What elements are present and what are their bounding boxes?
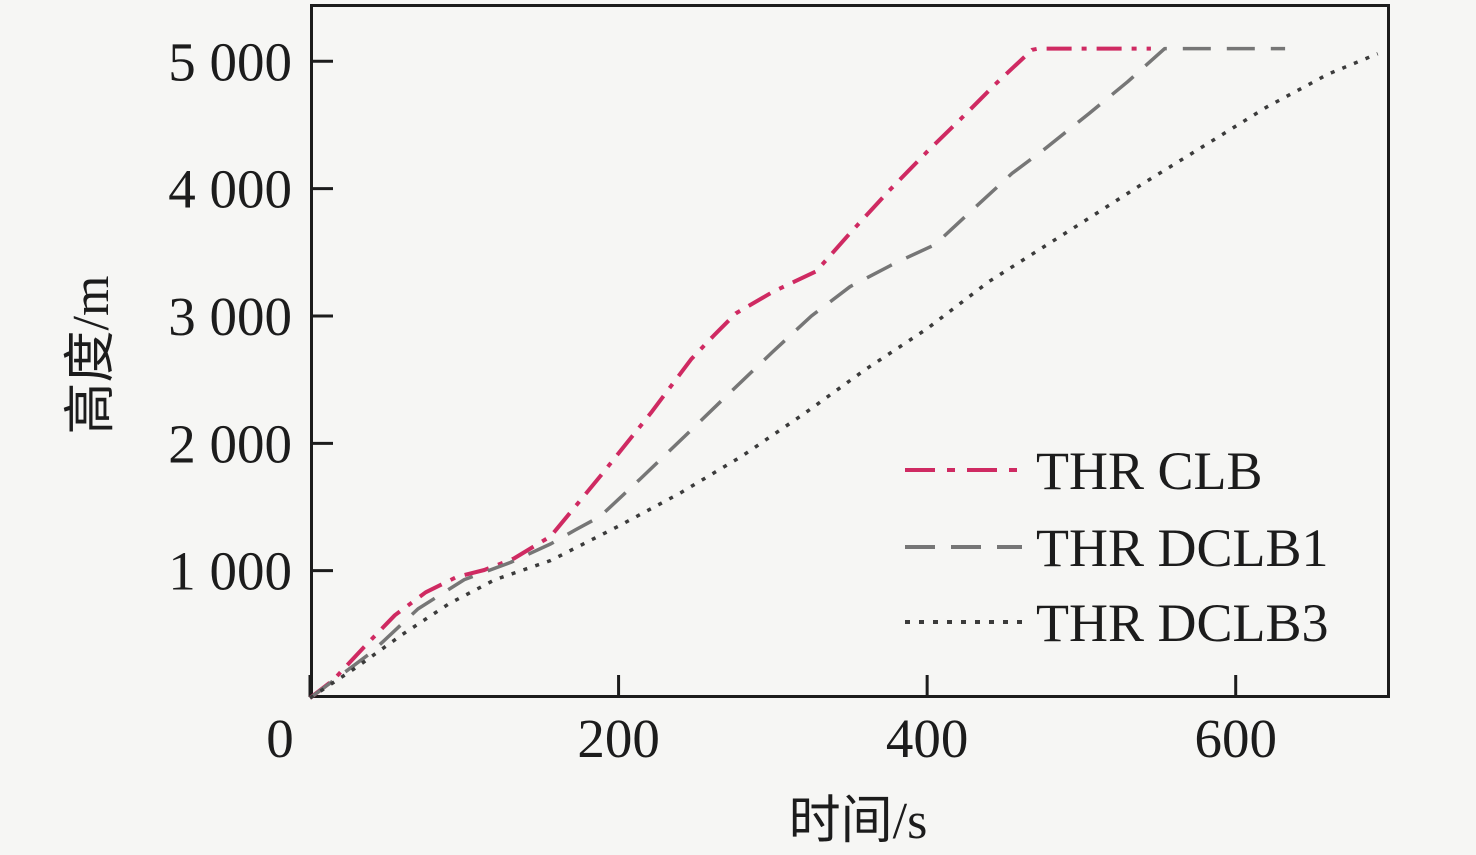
- y-axis-title: 高度/m: [63, 276, 120, 435]
- y-tick-label: 2 000: [168, 413, 292, 474]
- axis-tick-labels: 0 200 400 600 1 000 2 000 3 000 4 000 5 000: [168, 31, 1277, 769]
- axis-ticks: [308, 59, 1238, 697]
- x-tick-label: 0: [266, 708, 294, 769]
- y-tick-label: 3 000: [168, 286, 292, 347]
- series-line-thr-clb: [308, 46, 1151, 700]
- legend-item-thr-dclb1: THR DCLB1: [905, 518, 1329, 578]
- legend-item-thr-dclb3: THR DCLB3: [905, 593, 1329, 653]
- data-series-lines: [308, 46, 1379, 700]
- x-tick-label: 400: [886, 708, 969, 769]
- legend: THR CLB THR DCLB1 THR DCLB3: [905, 441, 1329, 653]
- y-tick-label: 4 000: [168, 159, 292, 220]
- x-axis-title: 时间/s: [789, 793, 928, 850]
- legend-label-thr-dclb1: THR DCLB1: [1036, 518, 1329, 578]
- legend-label-thr-clb: THR CLB: [1036, 441, 1263, 501]
- series-line-thr-dclb1: [308, 46, 1286, 700]
- legend-label-thr-dclb3: THR DCLB3: [1036, 593, 1329, 653]
- plot-frame: [310, 4, 1390, 698]
- y-tick-label: 1 000: [168, 541, 292, 602]
- y-tick-label: 5 000: [168, 31, 292, 92]
- legend-item-thr-clb: THR CLB: [905, 441, 1263, 501]
- x-tick-label: 600: [1194, 708, 1277, 769]
- series-line-thr-dclb3: [309, 52, 1379, 700]
- x-tick-label: 200: [577, 708, 660, 769]
